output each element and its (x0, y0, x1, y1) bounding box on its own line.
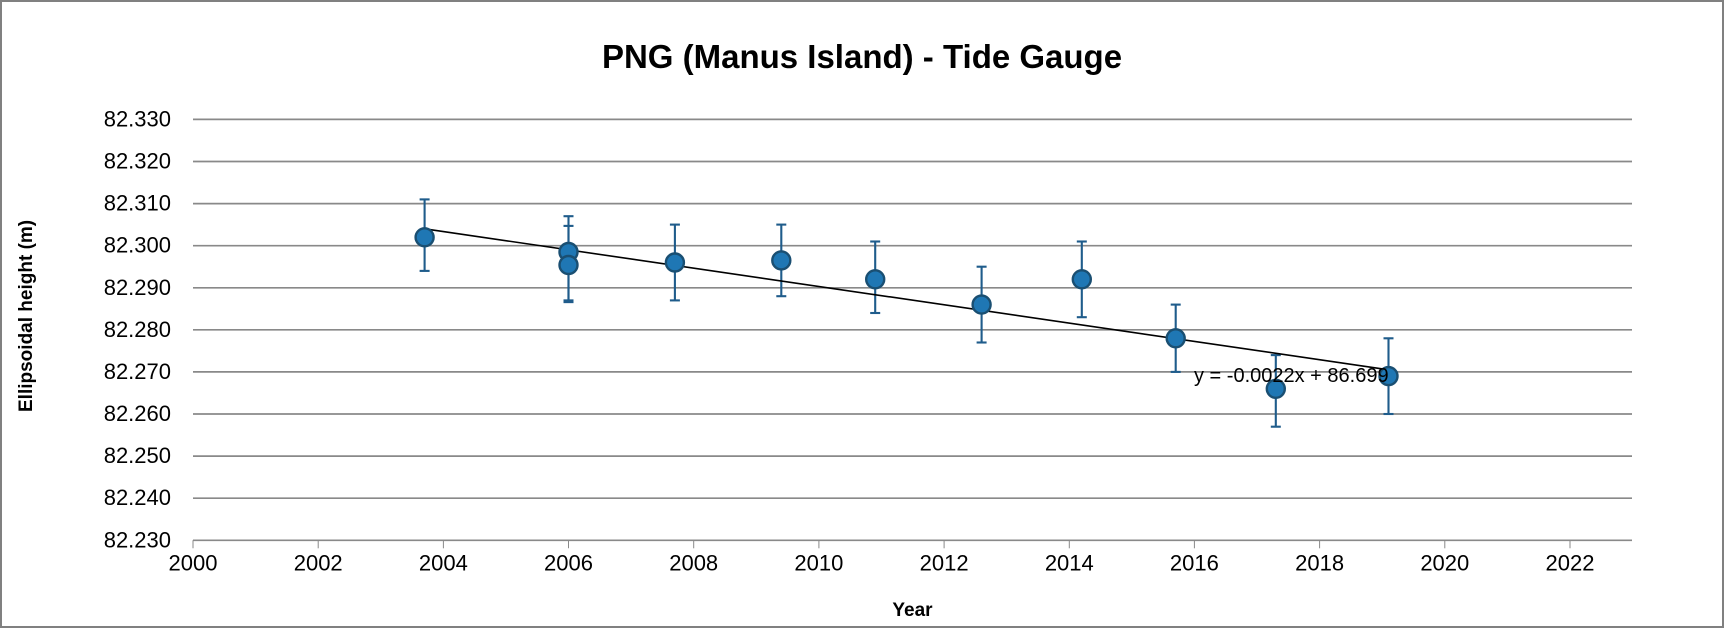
svg-text:2010: 2010 (794, 550, 843, 575)
svg-text:2006: 2006 (544, 550, 593, 575)
svg-text:82.330: 82.330 (104, 106, 171, 131)
svg-text:82.230: 82.230 (104, 527, 171, 552)
svg-text:82.320: 82.320 (104, 149, 171, 174)
svg-text:82.290: 82.290 (104, 275, 171, 300)
svg-text:82.250: 82.250 (104, 443, 171, 468)
svg-text:82.300: 82.300 (104, 233, 171, 258)
svg-text:2014: 2014 (1045, 550, 1094, 575)
svg-text:82.310: 82.310 (104, 191, 171, 216)
svg-text:2002: 2002 (294, 550, 343, 575)
svg-text:2004: 2004 (419, 550, 468, 575)
svg-text:2000: 2000 (169, 550, 218, 575)
svg-text:2018: 2018 (1295, 550, 1344, 575)
svg-text:82.240: 82.240 (104, 485, 171, 510)
svg-text:2008: 2008 (669, 550, 718, 575)
svg-text:2016: 2016 (1170, 550, 1219, 575)
svg-text:y = -0.0022x + 86.699: y = -0.0022x + 86.699 (1194, 365, 1389, 387)
svg-text:2012: 2012 (920, 550, 969, 575)
svg-text:2022: 2022 (1546, 550, 1595, 575)
svg-text:82.280: 82.280 (104, 317, 171, 342)
svg-text:82.270: 82.270 (104, 359, 171, 384)
svg-text:2020: 2020 (1420, 550, 1469, 575)
svg-text:82.260: 82.260 (104, 401, 171, 426)
